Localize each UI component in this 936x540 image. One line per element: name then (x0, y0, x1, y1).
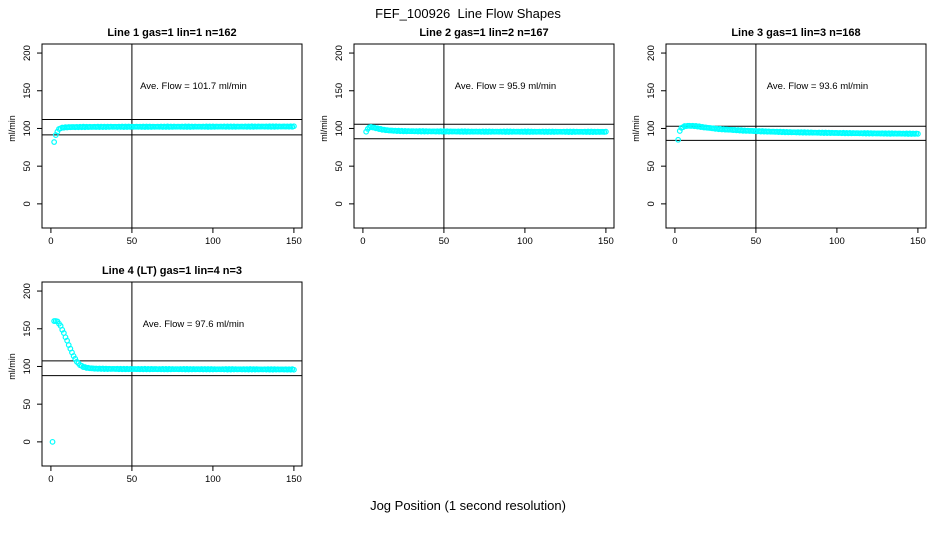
y-axis-label: ml/min (7, 115, 17, 142)
y-tick-label: 200 (334, 45, 345, 61)
panel-title: Line 1 gas=1 lin=1 n=162 (107, 27, 236, 39)
data-point (675, 136, 682, 143)
figure-xlabel: Jog Position (1 second resolution) (370, 498, 566, 513)
y-tick-label: 150 (334, 83, 345, 99)
y-tick-label: 150 (646, 83, 657, 99)
y-tick-label: 200 (22, 283, 33, 299)
panel-line-2: Line 2 gas=1 lin=2 n=167 0 50 100 150 0 50 100 1… (312, 24, 624, 262)
empty-cell (312, 262, 624, 500)
panel-line-3: Line 3 gas=1 lin=3 n=168 0 50 100 150 0 50 100 1… (624, 24, 936, 262)
panel-plot-line-3: Line 3 gas=1 lin=3 n=168 0 50 100 150 0 50 100 1… (631, 27, 927, 247)
panel-line-1: Line 1 gas=1 lin=1 n=162 0 50 100 150 0 50 100 1… (0, 24, 312, 262)
y-axis-label: ml/min (7, 353, 17, 380)
y-tick-label: 0 (334, 201, 345, 206)
data-point (291, 123, 297, 130)
data-point (603, 128, 609, 135)
y-tick-label: 100 (22, 121, 33, 137)
x-tick-label: 50 (127, 474, 138, 485)
y-tick-label: 50 (22, 161, 33, 172)
y-axis-label: ml/min (319, 115, 329, 142)
data-point (291, 366, 297, 373)
x-tick-label: 100 (517, 236, 533, 247)
data-point (49, 438, 56, 445)
panel-title: Line 4 (LT) gas=1 lin=4 n=3 (102, 265, 242, 277)
x-tick-label: 0 (360, 236, 365, 247)
y-tick-label: 50 (22, 399, 33, 410)
data-point (915, 130, 921, 137)
y-tick-label: 150 (22, 321, 33, 337)
x-tick-label: 50 (439, 236, 450, 247)
y-tick-label: 100 (646, 121, 657, 137)
x-tick-label: 150 (286, 474, 302, 485)
x-tick-label: 150 (598, 236, 614, 247)
y-axis-label: ml/min (631, 115, 641, 142)
panel-title: Line 3 gas=1 lin=3 n=168 (731, 27, 860, 39)
y-tick-label: 0 (22, 439, 33, 444)
average-flow-annotation: Ave. Flow = 95.9 ml/min (455, 81, 556, 92)
y-tick-label: 200 (22, 45, 33, 61)
x-tick-label: 150 (910, 236, 926, 247)
empty-cell (624, 262, 936, 500)
x-tick-label: 100 (829, 236, 845, 247)
x-tick-label: 100 (205, 236, 221, 247)
plot-box (353, 43, 615, 229)
y-tick-label: 50 (334, 161, 345, 172)
panel-line-4: Line 4 (LT) gas=1 lin=4 n=3 0 50 100 150 0 50 1… (0, 262, 312, 500)
panel-plot-line-1: Line 1 gas=1 lin=1 n=162 0 50 100 150 0 50 100 1… (7, 27, 303, 247)
y-tick-label: 150 (22, 83, 33, 99)
panel-plot-line-4: Line 4 (LT) gas=1 lin=4 n=3 0 50 100 150 0 50 1… (7, 265, 303, 485)
plot-box (665, 43, 927, 229)
plot-box (41, 281, 303, 467)
x-tick-label: 50 (751, 236, 762, 247)
y-tick-label: 0 (22, 201, 33, 206)
y-tick-label: 100 (334, 121, 345, 137)
x-tick-label: 50 (127, 236, 138, 247)
x-tick-label: 0 (672, 236, 677, 247)
panel-title: Line 2 gas=1 lin=2 n=167 (419, 27, 548, 39)
average-flow-annotation: Ave. Flow = 97.6 ml/min (143, 319, 244, 330)
average-flow-annotation: Ave. Flow = 93.6 ml/min (767, 81, 868, 92)
y-tick-label: 50 (646, 161, 657, 172)
x-tick-label: 0 (48, 236, 53, 247)
x-tick-label: 0 (48, 474, 53, 485)
y-tick-label: 200 (646, 45, 657, 61)
figure-title: FEF_100926 Line Flow Shapes (375, 6, 561, 21)
panel-plot-line-2: Line 2 gas=1 lin=2 n=167 0 50 100 150 0 50 100 1… (319, 27, 615, 247)
y-tick-label: 100 (22, 359, 33, 375)
plot-box (41, 43, 303, 229)
x-tick-label: 150 (286, 236, 302, 247)
average-flow-annotation: Ave. Flow = 101.7 ml/min (140, 81, 247, 92)
data-point (51, 139, 58, 145)
y-tick-label: 0 (646, 201, 657, 206)
x-tick-label: 100 (205, 474, 221, 485)
panel-grid: Line 1 gas=1 lin=1 n=162 0 50 100 150 0 50 100 1… (0, 24, 936, 500)
